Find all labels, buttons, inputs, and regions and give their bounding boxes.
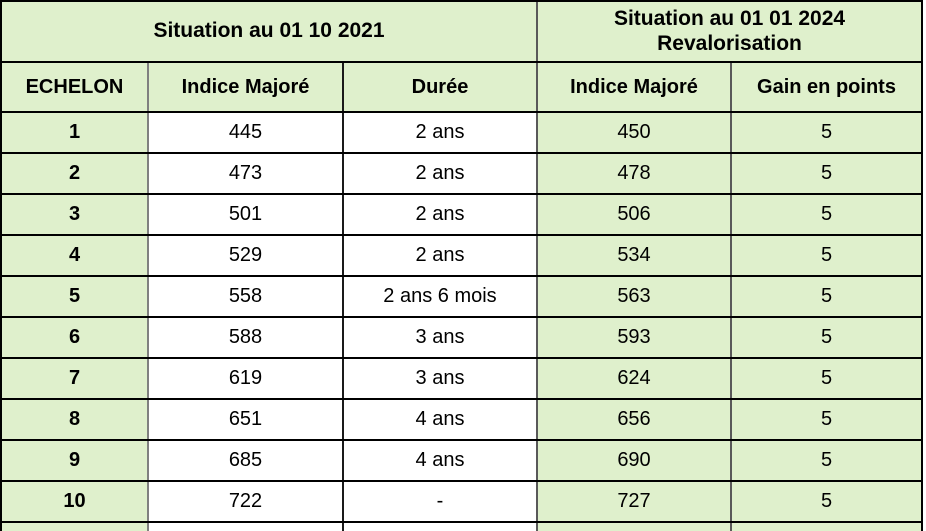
cell-gain: 5 <box>729 234 924 277</box>
column-header-echelon: ECHELON <box>0 61 148 113</box>
cell-echelon: 6 <box>0 316 148 359</box>
cell-gain: 5 <box>729 111 924 154</box>
table-row: 2 473 2 ans 478 5 <box>0 152 924 195</box>
cell-indice-2024: 624 <box>536 357 731 400</box>
cell-echelon: 7 <box>0 357 148 400</box>
table-row: 6 588 3 ans 593 5 <box>0 316 924 359</box>
cell-indice-2024: 563 <box>536 275 731 318</box>
column-header-indice-2024: Indice Majoré <box>536 61 731 113</box>
group-header-2024-line1: Situation au 01 01 2024 <box>613 7 846 31</box>
cell-indice-2021: 588 <box>147 316 343 359</box>
group-header-situation-2021: Situation au 01 10 2021 <box>0 0 537 63</box>
cell-indice-2024: 450 <box>536 111 731 154</box>
cell-echelon: 5 <box>0 275 148 318</box>
cell-indice-2024: 593 <box>536 316 731 359</box>
cell-indice-2024: 478 <box>536 152 731 195</box>
cell-echelon: 1 <box>0 111 148 154</box>
cropped-table-row <box>0 521 924 531</box>
cell-indice-2021: 501 <box>147 193 343 236</box>
cell-indice-2021: 651 <box>147 398 343 441</box>
cell-echelon: 8 <box>0 398 148 441</box>
column-header-duree: Durée <box>342 61 537 113</box>
cell-duree: 2 ans <box>342 193 537 236</box>
table-row: 7 619 3 ans 624 5 <box>0 357 924 400</box>
cell-gain: 5 <box>729 357 924 400</box>
cell-duree: 4 ans <box>342 439 537 482</box>
column-header-indice-2021: Indice Majoré <box>147 61 343 113</box>
partial-row-cell <box>342 521 537 531</box>
cell-echelon: 4 <box>0 234 148 277</box>
table-row: 10 722 - 727 5 <box>0 480 924 523</box>
cell-duree: 2 ans <box>342 234 537 277</box>
cell-duree: - <box>342 480 537 523</box>
cell-duree: 4 ans <box>342 398 537 441</box>
cell-indice-2024: 727 <box>536 480 731 523</box>
cell-indice-2024: 656 <box>536 398 731 441</box>
cell-indice-2021: 685 <box>147 439 343 482</box>
cell-gain: 5 <box>729 439 924 482</box>
group-header-row: Situation au 01 10 2021 Situation au 01 … <box>0 0 924 63</box>
cell-gain: 5 <box>729 275 924 318</box>
table-row: 5 558 2 ans 6 mois 563 5 <box>0 275 924 318</box>
column-header-row: ECHELON Indice Majoré Durée Indice Major… <box>0 61 924 113</box>
table-row: 8 651 4 ans 656 5 <box>0 398 924 441</box>
cell-gain: 5 <box>729 316 924 359</box>
cell-gain: 5 <box>729 480 924 523</box>
cell-echelon: 2 <box>0 152 148 195</box>
cell-gain: 5 <box>729 152 924 195</box>
cell-echelon: 10 <box>0 480 148 523</box>
cell-indice-2021: 473 <box>147 152 343 195</box>
cell-echelon: 3 <box>0 193 148 236</box>
cell-duree: 2 ans 6 mois <box>342 275 537 318</box>
table-row: 3 501 2 ans 506 5 <box>0 193 924 236</box>
table-row: 9 685 4 ans 690 5 <box>0 439 924 482</box>
cell-indice-2024: 534 <box>536 234 731 277</box>
cell-gain: 5 <box>729 193 924 236</box>
cell-indice-2021: 722 <box>147 480 343 523</box>
cell-gain: 5 <box>729 398 924 441</box>
cell-indice-2021: 529 <box>147 234 343 277</box>
group-header-2024-line2: Revalorisation <box>657 31 802 55</box>
cell-indice-2021: 619 <box>147 357 343 400</box>
cell-duree: 3 ans <box>342 357 537 400</box>
cell-duree: 3 ans <box>342 316 537 359</box>
group-header-2021-label: Situation au 01 10 2021 <box>153 19 385 43</box>
partial-row-cell <box>147 521 343 531</box>
group-header-situation-2024: Situation au 01 01 2024 Revalorisation <box>535 0 924 63</box>
cell-duree: 2 ans <box>342 152 537 195</box>
partial-row-cell <box>536 521 731 531</box>
partial-row-cell <box>0 521 148 531</box>
cell-indice-2021: 558 <box>147 275 343 318</box>
cell-echelon: 9 <box>0 439 148 482</box>
partial-row-cell <box>729 521 924 531</box>
cell-duree: 2 ans <box>342 111 537 154</box>
cell-indice-2021: 445 <box>147 111 343 154</box>
table-row: 1 445 2 ans 450 5 <box>0 111 924 154</box>
table-row: 4 529 2 ans 534 5 <box>0 234 924 277</box>
cell-indice-2024: 690 <box>536 439 731 482</box>
column-header-gain-en-points: Gain en points <box>729 61 924 113</box>
cell-indice-2024: 506 <box>536 193 731 236</box>
